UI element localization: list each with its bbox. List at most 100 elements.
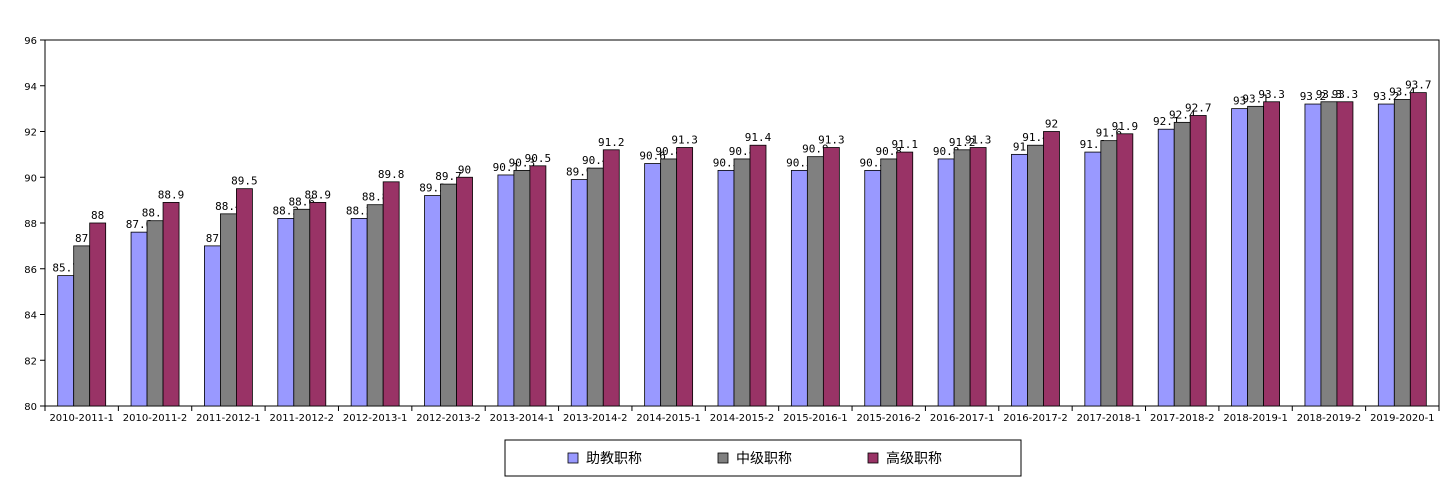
legend-swatch	[717, 452, 729, 464]
data-label: 91.2	[598, 136, 625, 149]
bar	[1043, 131, 1060, 407]
bar	[602, 149, 620, 407]
bar	[1157, 128, 1175, 407]
data-label: 92.4	[1169, 108, 1196, 121]
data-label: 90.8	[875, 145, 902, 158]
data-label: 93.7	[1405, 79, 1432, 92]
bar	[953, 149, 971, 407]
bar	[864, 169, 882, 407]
data-label: 91	[1013, 140, 1026, 153]
bar	[529, 165, 547, 407]
data-label: 88.4	[215, 200, 242, 213]
x-tick-label: 2018-2019-1	[1223, 413, 1287, 424]
y-tick-label: 84	[24, 311, 37, 322]
data-label: 92.1	[1153, 115, 1180, 128]
bar	[1377, 103, 1395, 407]
x-tick-label: 2017-2018-2	[1150, 413, 1214, 424]
bar	[293, 208, 311, 407]
data-label: 88.1	[142, 207, 169, 220]
bar	[570, 179, 588, 407]
bar	[146, 220, 164, 407]
legend-label: 助教职称	[586, 451, 642, 467]
bar	[586, 167, 604, 407]
bar	[497, 174, 515, 407]
x-tick-label: 2011-2012-2	[270, 413, 334, 424]
data-label: 90.3	[786, 156, 813, 169]
x-tick-label: 2013-2014-1	[490, 413, 554, 424]
data-label: 91.6	[1096, 127, 1123, 140]
data-label: 93.3	[1258, 88, 1285, 101]
y-tick-label: 88	[24, 219, 37, 230]
bar	[1263, 101, 1280, 407]
data-label: 88.9	[158, 188, 185, 201]
bar	[204, 245, 221, 407]
data-label: 90.3	[859, 156, 886, 169]
bar	[1189, 115, 1207, 407]
bar	[969, 147, 987, 407]
bar	[220, 213, 237, 407]
bar	[806, 156, 824, 407]
data-label: 89.7	[435, 170, 462, 183]
bar	[1100, 140, 1118, 407]
bar	[277, 218, 295, 407]
x-tick-label: 2010-2011-1	[49, 413, 113, 424]
bar	[57, 275, 75, 407]
data-label: 92	[1045, 118, 1058, 131]
bar	[366, 204, 384, 407]
bar	[644, 163, 662, 407]
data-label: 91.3	[818, 134, 845, 147]
data-label: 88.2	[273, 204, 300, 217]
data-label: 91.1	[1080, 138, 1107, 151]
data-label: 89.8	[378, 168, 405, 181]
x-tick-label: 2013-2014-2	[563, 413, 627, 424]
data-label: 87.6	[126, 218, 153, 231]
data-label: 90.8	[655, 145, 682, 158]
data-label: 89.2	[419, 182, 446, 195]
data-label: 91.3	[965, 134, 992, 147]
bar	[880, 158, 898, 407]
y-tick-label: 92	[24, 128, 37, 139]
x-tick-label: 2014-2015-1	[636, 413, 700, 424]
bar	[309, 202, 327, 407]
x-tick-label: 2018-2019-2	[1297, 413, 1361, 424]
bar	[1011, 153, 1028, 407]
bar	[73, 245, 91, 407]
bar	[130, 231, 148, 407]
x-tick-label: 2015-2016-1	[783, 413, 847, 424]
bar	[1173, 121, 1191, 407]
data-label: 88.8	[362, 191, 389, 204]
bar	[456, 176, 473, 407]
bar	[1336, 101, 1354, 407]
x-tick-label: 2010-2011-2	[123, 413, 187, 424]
data-label: 90	[458, 163, 471, 176]
data-label: 90.3	[509, 156, 536, 169]
bar	[822, 147, 840, 407]
bar	[717, 169, 735, 407]
x-tick-label: 2016-2017-1	[930, 413, 994, 424]
bar	[162, 202, 180, 407]
data-label: 93.4	[1389, 85, 1416, 98]
x-tick-label: 2019-2020-1	[1370, 413, 1434, 424]
data-label: 85.7	[52, 262, 79, 275]
data-label: 90.3	[713, 156, 740, 169]
bar	[89, 222, 107, 407]
data-label: 93.2	[1300, 90, 1327, 103]
x-tick-label: 2011-2012-1	[196, 413, 260, 424]
data-label: 89.5	[231, 175, 258, 188]
y-tick-label: 86	[24, 265, 37, 276]
data-label: 90.5	[525, 152, 552, 165]
y-tick-label: 80	[24, 402, 37, 413]
data-label: 91.3	[671, 134, 698, 147]
data-label: 91.4	[1022, 131, 1049, 144]
legend-label: 中级职称	[736, 451, 792, 467]
data-label: 87	[75, 232, 88, 245]
data-label: 91.9	[1112, 120, 1139, 133]
x-tick-label: 2014-2015-2	[710, 413, 774, 424]
data-label: 87	[206, 232, 219, 245]
data-label: 93.1	[1242, 92, 1269, 105]
bar	[1247, 105, 1264, 407]
bar	[937, 158, 955, 407]
data-label: 90.1	[493, 161, 520, 174]
bar	[382, 181, 400, 407]
